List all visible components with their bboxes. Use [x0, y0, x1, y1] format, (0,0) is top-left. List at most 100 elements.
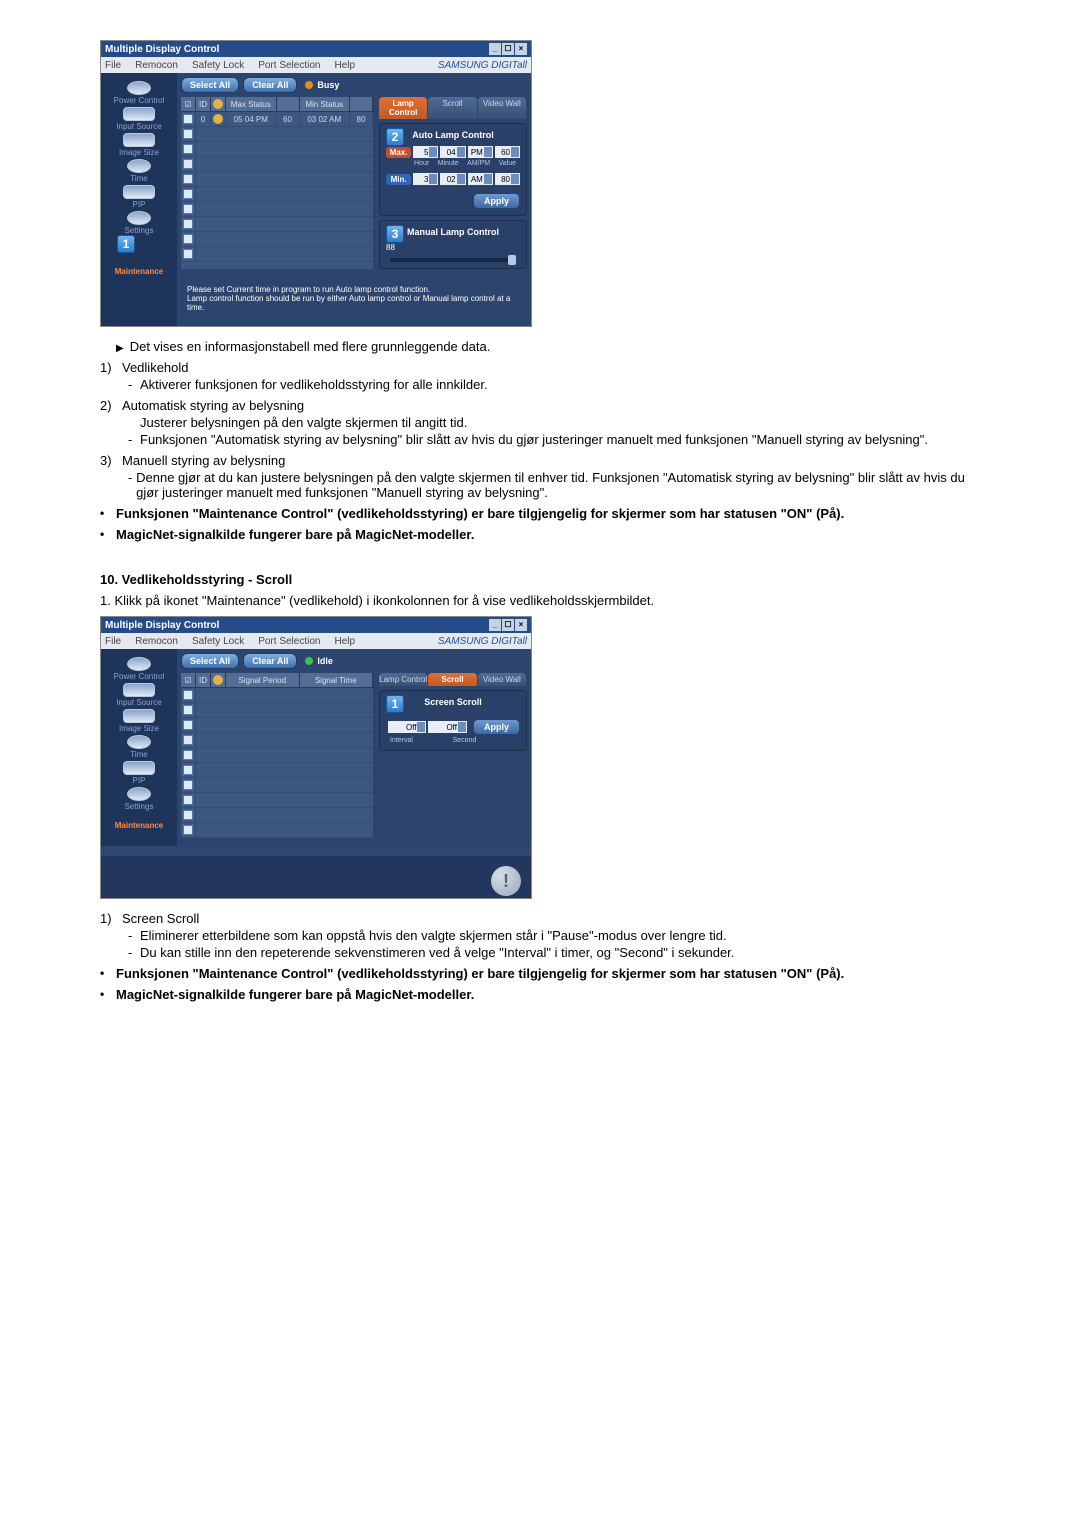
select-all-button[interactable]: Select All	[181, 653, 239, 669]
menu-help[interactable]: Help	[334, 636, 355, 647]
interval-dropdown[interactable]: Off	[388, 721, 426, 733]
max-minute-dropdown[interactable]: 04	[440, 146, 465, 158]
menu-file[interactable]: File	[105, 636, 121, 647]
tab-lamp-control[interactable]: Lamp Control	[379, 673, 427, 686]
select-all-button[interactable]: Select All	[181, 77, 239, 93]
callout-3-badge: 3	[386, 225, 404, 243]
right-pane: Lamp Control Scroll Video Wall 2 Auto La…	[379, 97, 527, 269]
row-min: 03 02 AM	[300, 112, 351, 126]
menu-portselection[interactable]: Port Selection	[258, 60, 320, 71]
col-signal-period: Signal Period	[226, 673, 300, 687]
sidebar-item-pip[interactable]: PIP	[109, 185, 169, 209]
sidebar-item-imagesize[interactable]: Image Size	[109, 709, 169, 733]
table-row[interactable]: 0 05 04 PM 60 03 02 AM 80	[181, 112, 373, 127]
window-title: Multiple Display Control	[105, 44, 219, 55]
section-heading: 10. Vedlikeholdsstyring - Scroll	[100, 572, 980, 587]
callout-2-badge: 2	[386, 128, 404, 146]
row-max-val: 60	[277, 112, 300, 126]
clear-all-button[interactable]: Clear All	[243, 653, 297, 669]
doc-text-1: Det vises en informasjonstabell med fler…	[100, 339, 980, 608]
note-2: MagicNet-signalkilde fungerer bare på Ma…	[116, 527, 474, 542]
row-min-val: 80	[350, 112, 373, 126]
menu-bar: File Remocon Safety Lock Port Selection …	[101, 57, 531, 73]
min-label: Min.	[386, 174, 411, 185]
lamp-slider[interactable]	[390, 258, 516, 262]
menu-safetylock[interactable]: Safety Lock	[192, 60, 244, 71]
col-min-status: Min Status	[300, 97, 351, 111]
display-table: ☑ ID Max Status Min Status 0 05 04 PM 6	[181, 97, 373, 269]
screenshot-scroll: Multiple Display Control _ ☐ × File Remo…	[100, 616, 532, 899]
screenshot-lamp-control: Multiple Display Control _ ☐ × File Remo…	[100, 40, 532, 327]
min-ampm-dropdown[interactable]: AM	[468, 173, 493, 185]
sidebar-item-input[interactable]: Input Source	[109, 683, 169, 707]
sidebar-item-maintenance[interactable]: Maintenance	[109, 259, 169, 283]
sidebar-item-maintenance[interactable]: Maintenance	[109, 813, 169, 837]
status-busy-label: Busy	[317, 80, 339, 90]
menu-file[interactable]: File	[105, 60, 121, 71]
maximize-icon[interactable]: ☐	[502, 619, 514, 631]
col-checkbox: ☑	[181, 673, 196, 687]
brand-label: SAMSUNG DIGITall	[438, 636, 527, 647]
tab-video-wall[interactable]: Video Wall	[478, 673, 526, 686]
col-max-status: Max Status	[226, 97, 277, 111]
item-2-desc1: Justerer belysningen på den valgte skjer…	[140, 415, 467, 430]
sidebar-item-imagesize[interactable]: Image Size	[109, 133, 169, 157]
sidebar-item-pip[interactable]: PIP	[109, 761, 169, 785]
callout-1-badge: 1	[386, 695, 404, 713]
item-2-title: Automatisk styring av belysning	[122, 398, 304, 413]
menu-bar: File Remocon Safety Lock Port Selection …	[101, 633, 531, 649]
maximize-icon[interactable]: ☐	[502, 43, 514, 55]
menu-help[interactable]: Help	[334, 60, 355, 71]
second-dropdown[interactable]: Off	[428, 721, 466, 733]
scroll-item-desc2: Du kan stille inn den repeterende sekven…	[140, 945, 734, 960]
window-title: Multiple Display Control	[105, 620, 219, 631]
sidebar-item-input[interactable]: Input Source	[109, 107, 169, 131]
menu-safetylock[interactable]: Safety Lock	[192, 636, 244, 647]
min-minute-dropdown[interactable]: 02	[440, 173, 465, 185]
footer-area: !	[101, 856, 531, 898]
max-value-dropdown[interactable]: 60	[495, 146, 520, 158]
sidebar-item-settings[interactable]: Settings	[109, 787, 169, 811]
tab-lamp-control[interactable]: Lamp Control	[379, 97, 427, 119]
col-checkbox: ☑	[181, 97, 196, 111]
status-busy-icon	[305, 81, 313, 89]
close-icon[interactable]: ×	[515, 43, 527, 55]
col-signal-time: Signal Time	[300, 673, 374, 687]
status-idle-label: Idle	[317, 656, 333, 666]
menu-portselection[interactable]: Port Selection	[258, 636, 320, 647]
scroll-item-desc1: Eliminerer etterbildene som kan oppstå h…	[140, 928, 727, 943]
minimize-icon[interactable]: _	[489, 43, 501, 55]
menu-remocon[interactable]: Remocon	[135, 60, 178, 71]
close-icon[interactable]: ×	[515, 619, 527, 631]
lamp-status-icon	[213, 114, 223, 124]
sidebar-item-power[interactable]: Power Control	[109, 81, 169, 105]
screen-scroll-panel: 1 Screen Scroll Off Off Apply Interval S…	[379, 690, 527, 751]
tab-scroll[interactable]: Scroll	[428, 673, 476, 686]
apply-button-scroll[interactable]: Apply	[473, 719, 520, 735]
display-table: ☑ ID Signal Period Signal Time	[181, 673, 373, 838]
auto-lamp-title: Auto Lamp Control	[386, 130, 520, 140]
manual-lamp-title: Manual Lamp Control	[386, 227, 520, 237]
auto-lamp-panel: 2 Auto Lamp Control Max. 5 04 PM 60 Hour…	[379, 123, 527, 216]
sidebar-item-time[interactable]: Time	[109, 159, 169, 183]
main-pane: Select All Clear All Busy ☑ ID Max Statu…	[177, 73, 531, 326]
col-lamp-icon	[211, 97, 226, 111]
row-checkbox[interactable]	[183, 114, 193, 124]
tab-video-wall[interactable]: Video Wall	[478, 97, 526, 119]
sidebar-item-time[interactable]: Time	[109, 735, 169, 759]
clear-all-button[interactable]: Clear All	[243, 77, 297, 93]
minimize-icon[interactable]: _	[489, 619, 501, 631]
min-hour-dropdown[interactable]: 3	[413, 173, 438, 185]
scroll-note-1: Funksjonen "Maintenance Control" (vedlik…	[116, 966, 844, 981]
sidebar: Power Control Input Source Image Size Ti…	[101, 649, 177, 846]
apply-button-auto[interactable]: Apply	[473, 193, 520, 209]
sidebar-item-power[interactable]: Power Control	[109, 657, 169, 681]
status-idle-icon	[305, 657, 313, 665]
max-ampm-dropdown[interactable]: PM	[468, 146, 493, 158]
min-value-dropdown[interactable]: 80	[495, 173, 520, 185]
tab-scroll[interactable]: Scroll	[428, 97, 476, 119]
max-hour-dropdown[interactable]: 5	[413, 146, 438, 158]
menu-remocon[interactable]: Remocon	[135, 636, 178, 647]
sidebar-item-settings[interactable]: Settings	[109, 211, 169, 235]
window-titlebar: Multiple Display Control _ ☐ ×	[101, 41, 531, 57]
